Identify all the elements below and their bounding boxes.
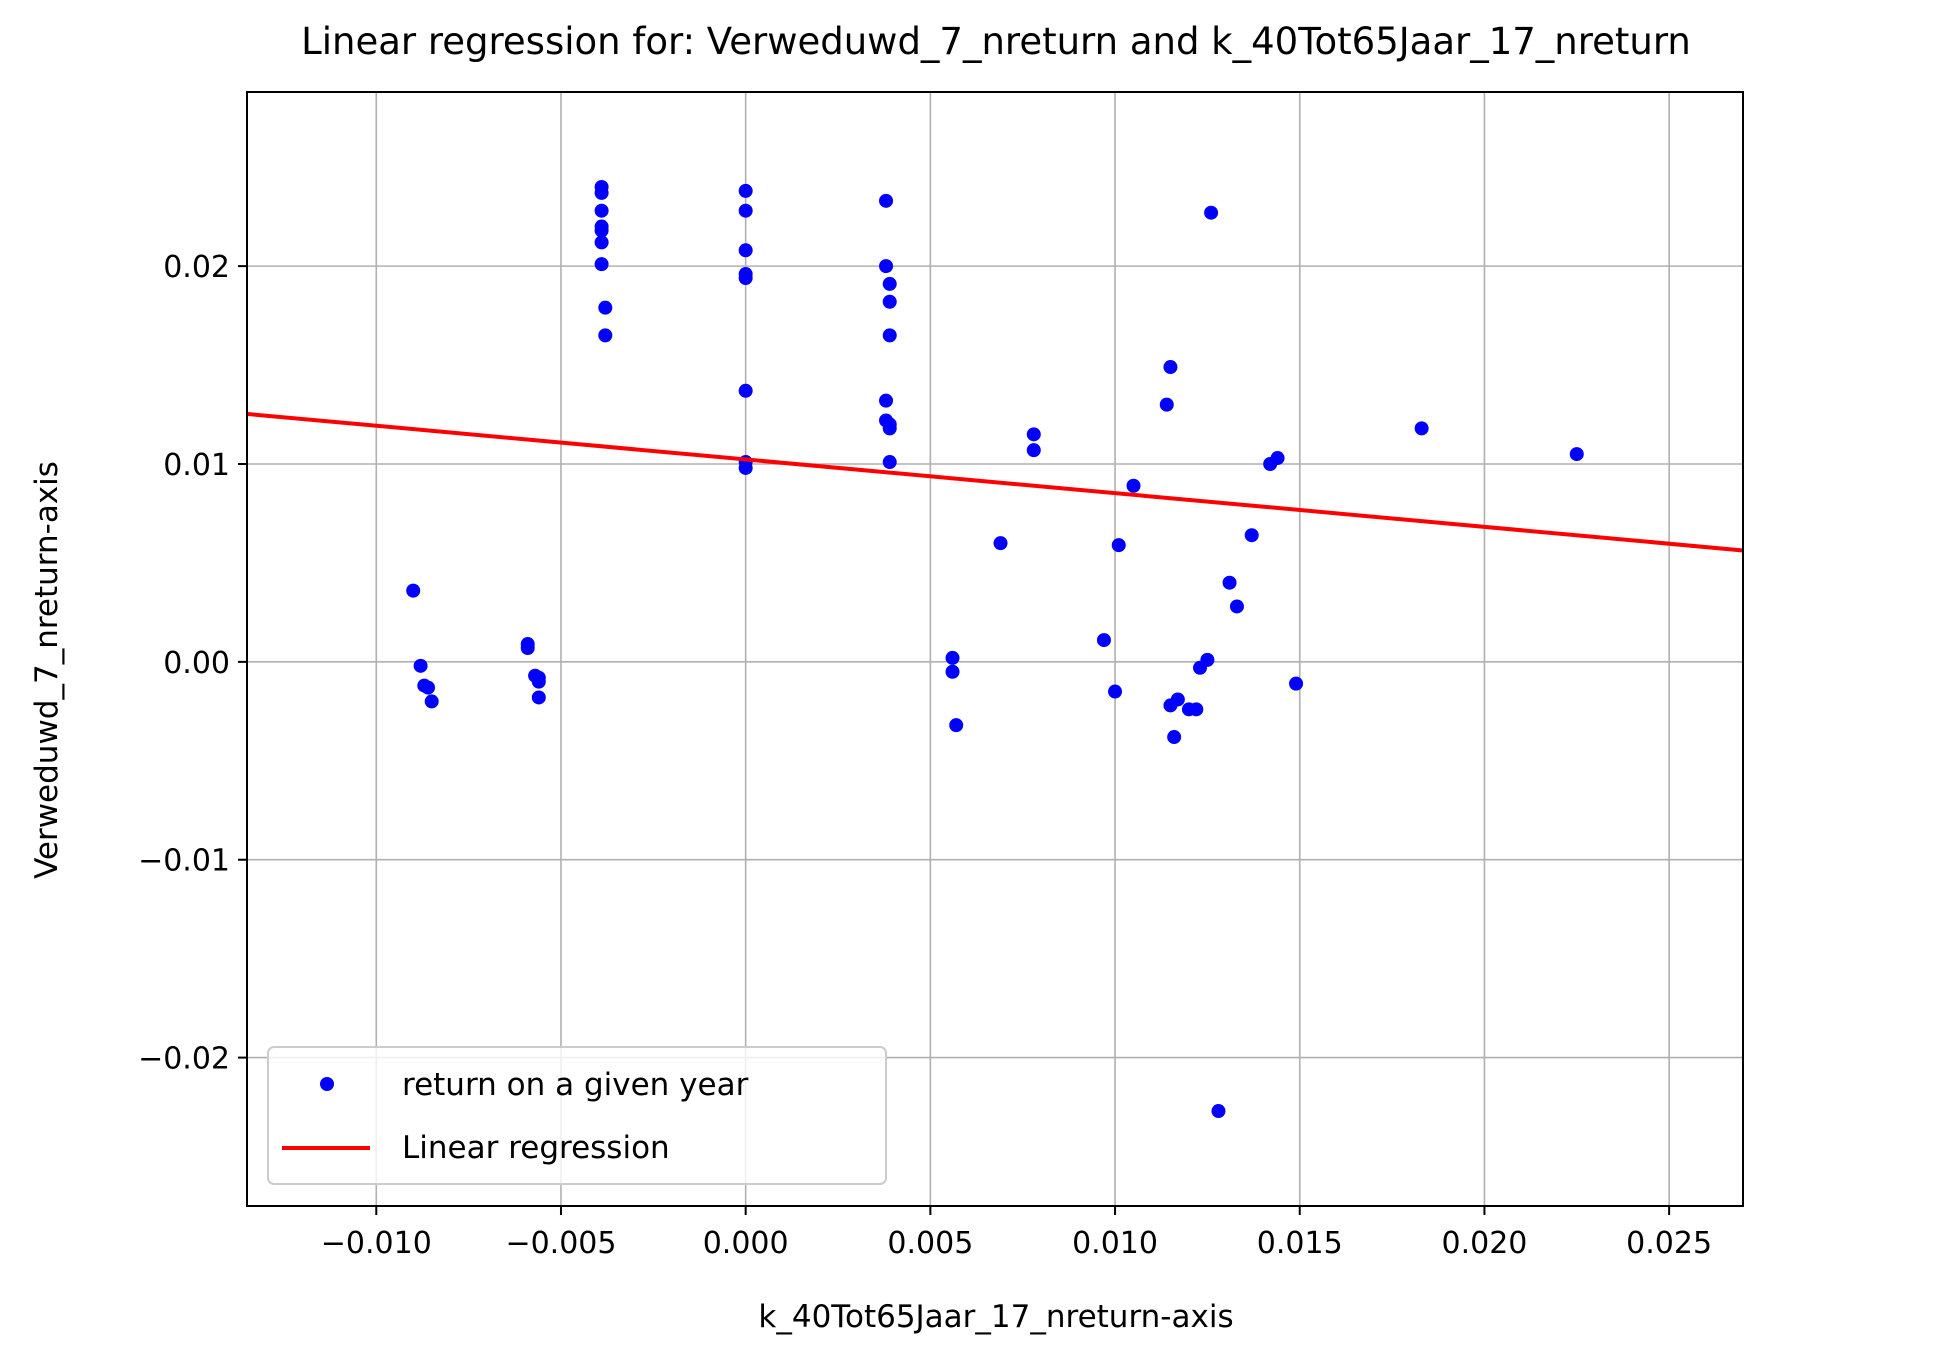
scatter-point <box>1289 676 1304 691</box>
scatter-point <box>1414 421 1429 436</box>
scatter-point <box>738 383 753 398</box>
chart-title: Linear regression for: Verweduwd_7_nretu… <box>301 20 1691 63</box>
scatter-point <box>949 718 964 733</box>
x-tick-label: 0.005 <box>887 1226 973 1261</box>
scatter-point <box>594 235 609 250</box>
scatter-point <box>879 393 894 408</box>
x-tick-label: 0.015 <box>1257 1226 1343 1261</box>
scatter-point <box>594 257 609 272</box>
scatter-point <box>879 193 894 208</box>
scatter-point <box>1204 205 1219 220</box>
scatter-point <box>413 658 428 673</box>
x-tick-label: −0.005 <box>505 1226 616 1261</box>
scatter-point <box>1270 451 1285 466</box>
scatter-point <box>945 664 960 679</box>
scatter-point <box>879 259 894 274</box>
y-axis-label: Verweduwd_7_nreturn-axis <box>29 461 65 879</box>
scatter-point <box>1211 1104 1226 1119</box>
scatter-point <box>882 294 897 309</box>
x-tick-label: 0.010 <box>1072 1226 1158 1261</box>
legend-label-scatter: return on a given year <box>402 1067 749 1103</box>
scatter-point <box>406 583 421 598</box>
x-tick-label: 0.000 <box>703 1226 789 1261</box>
y-axis: −0.02 −0.01 0.00 0.01 0.02 <box>138 250 247 1077</box>
scatter-point <box>882 328 897 343</box>
x-axis: −0.010 −0.005 0.000 0.005 0.010 0.015 0.020 0.0… <box>321 1206 1712 1261</box>
scatter-point <box>738 243 753 258</box>
scatter-point <box>1170 692 1185 707</box>
y-tick-label: 0.00 <box>163 646 230 681</box>
y-tick-label: −0.01 <box>138 844 230 879</box>
scatter-point <box>520 641 535 656</box>
scatter-point <box>1189 702 1204 717</box>
scatter-point <box>1108 684 1123 699</box>
scatter-point <box>594 185 609 200</box>
legend-marker-scatter <box>320 1077 334 1091</box>
scatter-point <box>1159 397 1174 412</box>
scatter-point <box>945 650 960 665</box>
scatter-point <box>1163 360 1178 375</box>
y-tick-label: 0.02 <box>163 250 230 285</box>
scatter-point <box>738 460 753 475</box>
scatter-point <box>1222 575 1237 590</box>
scatter-point <box>598 328 613 343</box>
plot-content <box>246 179 1744 1119</box>
scatter-point <box>882 276 897 291</box>
scatter-point <box>594 223 609 238</box>
x-tick-label: 0.025 <box>1626 1226 1712 1261</box>
scatter-point <box>882 455 897 470</box>
scatter-point <box>882 421 897 436</box>
scatter-point <box>531 674 546 689</box>
scatter-point <box>1569 447 1584 462</box>
scatter-point <box>1026 443 1041 458</box>
legend-label-line: Linear regression <box>402 1130 670 1166</box>
scatter-point <box>1167 730 1182 745</box>
scatter-point <box>1096 633 1111 648</box>
scatter-point <box>1229 599 1244 614</box>
scatter-point <box>594 203 609 218</box>
scatter-point <box>1126 478 1141 493</box>
scatter-point <box>738 183 753 198</box>
y-tick-label: 0.01 <box>163 448 230 483</box>
x-axis-label: k_40Tot65Jaar_17_nreturn-axis <box>758 1299 1233 1335</box>
scatter-point <box>598 300 613 315</box>
scatter-point <box>420 680 435 695</box>
scatter-point <box>1026 427 1041 442</box>
scatter-point <box>1111 538 1126 553</box>
scatter-point <box>738 203 753 218</box>
x-tick-label: −0.010 <box>321 1226 432 1261</box>
scatter-point <box>993 536 1008 551</box>
scatter-point <box>531 690 546 705</box>
scatter-point <box>738 270 753 285</box>
legend: return on a given year Linear regression <box>267 1046 887 1185</box>
regression-line <box>246 411 1744 553</box>
x-tick-label: 0.020 <box>1441 1226 1527 1261</box>
legend-box <box>267 1046 887 1185</box>
scatter-point <box>1244 528 1259 543</box>
scatter-point <box>1200 652 1215 667</box>
plot-frame <box>246 91 1744 1207</box>
scatter-point <box>424 694 439 709</box>
y-tick-label: −0.02 <box>138 1042 230 1077</box>
